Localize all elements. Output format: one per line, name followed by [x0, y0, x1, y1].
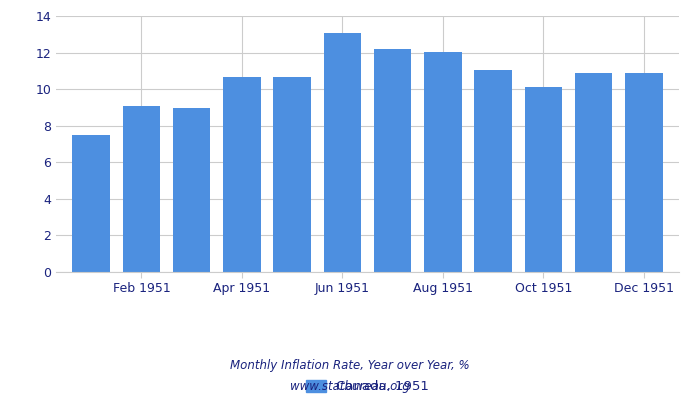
Text: www.statbureau.org: www.statbureau.org	[290, 380, 410, 393]
Legend: Canada, 1951: Canada, 1951	[300, 374, 435, 398]
Bar	[173, 108, 211, 272]
Bar	[323, 33, 361, 272]
Bar	[424, 52, 462, 272]
Bar	[625, 72, 663, 272]
Text: Monthly Inflation Rate, Year over Year, %: Monthly Inflation Rate, Year over Year, …	[230, 360, 470, 372]
Bar	[524, 88, 562, 272]
Bar	[273, 77, 311, 272]
Bar	[72, 136, 110, 272]
Bar	[223, 77, 260, 272]
Bar	[575, 72, 612, 272]
Bar	[374, 49, 412, 272]
Bar	[122, 106, 160, 272]
Bar	[475, 70, 512, 272]
